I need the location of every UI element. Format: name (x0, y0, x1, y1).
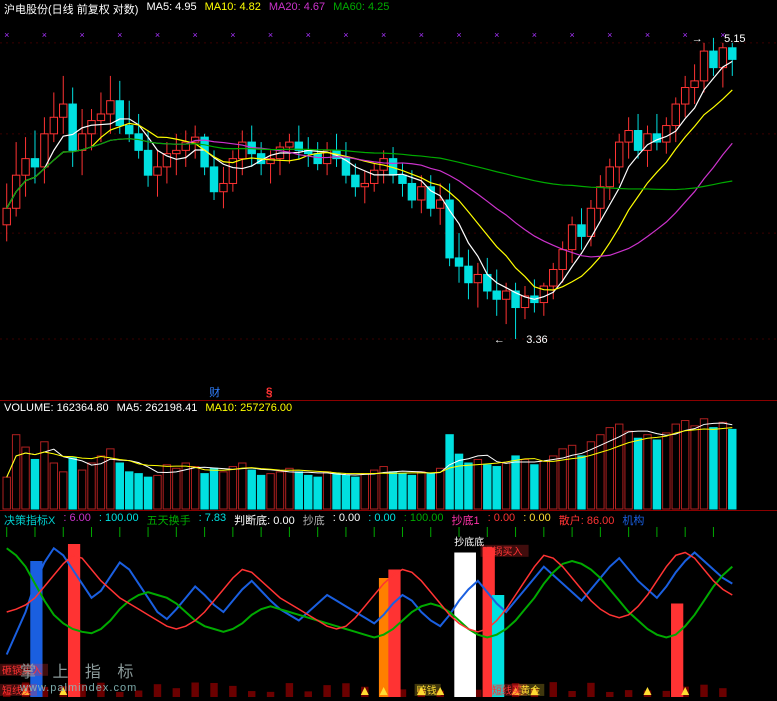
indicator-header: 决策指标X: 6.00: 100.00五天换手: 7.83判断底: 0.00抄底… (0, 511, 777, 529)
svg-text:财: 财 (209, 385, 220, 399)
price-chart[interactable]: ××××××××××××××××××××5.153.36→←财§ (0, 0, 777, 400)
vol-ma10: MA10: 257276.00 (205, 402, 292, 418)
svg-text:3.36: 3.36 (526, 334, 547, 346)
watermark-url: www.palmindex.com (20, 682, 139, 694)
vol-val: VOLUME: 162364.80 (4, 402, 109, 418)
svg-text:×: × (4, 30, 9, 40)
svg-text:→: → (692, 33, 703, 45)
svg-text:短线买: 短线买 (492, 684, 522, 697)
svg-text:×: × (494, 30, 499, 40)
svg-text:←: ← (494, 334, 505, 346)
vol-ma5: MA5: 262198.41 (117, 402, 198, 418)
svg-text:×: × (419, 30, 424, 40)
svg-text:×: × (155, 30, 160, 40)
ma20-label: MA20: 4.67 (269, 1, 325, 17)
price-header: 沪电股份(日线 前复权 对数) MA5: 4.95 MA10: 4.82 MA2… (0, 0, 777, 18)
svg-text:×: × (268, 30, 273, 40)
svg-text:×: × (607, 30, 612, 40)
svg-text:×: × (645, 30, 650, 40)
ma10-label: MA10: 4.82 (205, 1, 261, 17)
svg-text:黄金: 黄金 (520, 684, 540, 697)
svg-text:×: × (230, 30, 235, 40)
svg-text:抄底底: 抄底底 (454, 536, 484, 549)
svg-text:赔钱: 赔钱 (417, 684, 437, 697)
svg-text:砸锅买入: 砸锅买入 (483, 546, 523, 558)
ma5-label: MA5: 4.95 (146, 1, 196, 17)
ma60-label: MA60: 4.25 (333, 1, 389, 17)
watermark: 掌 上 指 标 www.palmindex.com (20, 658, 139, 694)
svg-text:×: × (456, 30, 461, 40)
svg-text:×: × (569, 30, 574, 40)
volume-panel: VOLUME: 162364.80 MA5: 262198.41 MA10: 2… (0, 400, 777, 510)
svg-text:×: × (42, 30, 47, 40)
svg-text:×: × (532, 30, 537, 40)
indicator-panel: 决策指标X: 6.00: 100.00五天换手: 7.83判断底: 0.00抄底… (0, 510, 777, 700)
price-panel: 沪电股份(日线 前复权 对数) MA5: 4.95 MA10: 4.82 MA2… (0, 0, 777, 400)
svg-text:§: § (266, 385, 273, 399)
stock-title: 沪电股份(日线 前复权 对数) (4, 1, 138, 17)
svg-text:×: × (381, 30, 386, 40)
watermark-text: 掌 上 指 标 (20, 664, 139, 681)
svg-text:×: × (343, 30, 348, 40)
svg-text:×: × (117, 30, 122, 40)
volume-header: VOLUME: 162364.80 MA5: 262198.41 MA10: 2… (0, 401, 777, 419)
svg-text:×: × (79, 30, 84, 40)
svg-text:×: × (193, 30, 198, 40)
svg-text:×: × (306, 30, 311, 40)
svg-text:×: × (683, 30, 688, 40)
svg-text:5.15: 5.15 (724, 33, 745, 45)
